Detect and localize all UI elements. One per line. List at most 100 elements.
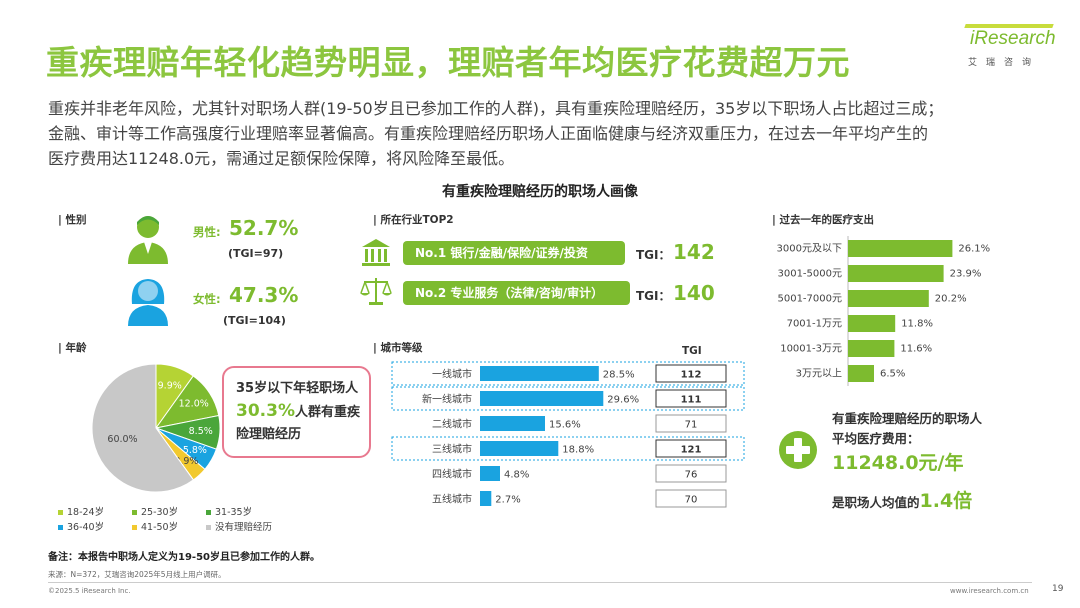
industry-tgi-value: 140 <box>673 281 715 305</box>
legend-label: 18-24岁 <box>67 507 105 518</box>
highlight-frame <box>391 361 745 386</box>
expense-bar <box>848 265 944 282</box>
expense-bar <box>848 290 929 307</box>
tgi-box <box>655 389 727 408</box>
plus-circle-icon <box>779 431 817 469</box>
tgi-value: 76 <box>685 470 698 481</box>
pie-slice-label: 9.9% <box>158 380 182 391</box>
site-url: www.iresearch.com.cn <box>950 587 1029 595</box>
female-label: 女性: <box>193 292 221 306</box>
age-section-label: | 年龄 <box>58 342 87 354</box>
male-icon <box>128 216 168 264</box>
age-callout: 35岁以下年轻职场人 30.3%人群有重疾 险理赔经历 <box>222 366 371 458</box>
expense-category-label: 10001-3万元 <box>780 344 842 355</box>
callout-line: 险理赔经历 <box>236 427 302 442</box>
legend-item: 25-30岁 <box>132 504 178 518</box>
expense-value-label: 11.8% <box>901 319 933 330</box>
city-value-label: 18.8% <box>562 445 594 456</box>
tgi-value: 111 <box>681 395 702 406</box>
expense-bar <box>848 240 953 257</box>
gender-section-label: | 性别 <box>58 214 87 226</box>
male-tgi: (TGI=97) <box>228 247 284 260</box>
expense-category-label: 3001-5000元 <box>777 269 842 280</box>
city-bar <box>480 416 545 431</box>
city-category-label: 三线城市 <box>432 443 472 456</box>
legend-label: 36-40岁 <box>67 522 105 533</box>
legend-item: 31-35岁 <box>206 504 252 518</box>
tgi-box <box>655 439 727 458</box>
city-bar-chart: 一线城市 28.5% 112 新一线城市 29.6% 111 二线城市 15.6% 71 三线城市… <box>391 361 745 508</box>
city-bar <box>480 466 500 481</box>
expense-value-label: 23.9% <box>950 269 982 280</box>
intro-line: 重疾并非老年风险，尤其针对职场人群(19-50岁且已参加工作的人群)，具有重疾险… <box>48 99 944 118</box>
expense-section-label: | 过去一年的医疗支出 <box>772 214 874 226</box>
pie-slice <box>91 363 195 493</box>
tgi-box <box>655 414 727 433</box>
legend-swatch <box>132 525 137 530</box>
expense-category-label: 3000元及以下 <box>777 243 842 255</box>
average-line1: 有重疾险理赔经历的职场人 <box>832 411 983 426</box>
city-section-label: | 城市等级 <box>373 342 423 354</box>
average-multiple: 1.4倍 <box>919 490 973 512</box>
footnote: 备注：本报告中职场人定义为19-50岁且已参加工作的人群。 <box>48 552 320 563</box>
expense-value-label: 6.5% <box>880 369 905 380</box>
industry-item-2: No.2 专业服务（法律/咨询/审计） <box>403 281 630 305</box>
female-value: 47.3% <box>229 283 299 307</box>
tgi-value: 112 <box>681 370 702 381</box>
expense-category-label: 3万元以上 <box>796 368 842 380</box>
expense-bar <box>848 365 874 382</box>
source-note: 来源：N=372，艾瑞咨询2025年5月线上用户调研。 <box>48 570 226 579</box>
highlight-frame <box>391 386 745 411</box>
legend-swatch <box>206 510 211 515</box>
city-category-label: 一线城市 <box>432 368 472 381</box>
highlight-frame <box>391 436 745 461</box>
average-line3-text: 是职场人均值的 <box>832 495 920 510</box>
legend-label: 没有理赔经历 <box>215 522 273 533</box>
bank-icon <box>362 239 390 266</box>
industry-tgi-label: TGI： <box>636 248 671 262</box>
expense-bar-chart: 3000元及以下 26.1% 3001-5000元 23.9% 5001-7000元 20… <box>777 236 990 386</box>
city-category-label: 二线城市 <box>432 418 472 431</box>
female-tgi: (TGI=104) <box>223 314 286 327</box>
city-value-label: 4.8% <box>504 470 529 481</box>
city-category-label: 新一线城市 <box>422 393 472 406</box>
legend-item: 41-50岁 <box>132 519 178 533</box>
footer-divider <box>48 582 1032 583</box>
legend-swatch <box>206 525 211 530</box>
female-icon <box>128 279 168 326</box>
logo-sub: 艾瑞咨询 <box>968 58 1041 68</box>
brand-logo: iResearch 艾瑞咨询 <box>962 22 1058 72</box>
intro-line: 医疗费用达11248.0元，需通过足额保险保障，将风险降至最低。 <box>48 149 515 168</box>
legend-swatch <box>132 510 137 515</box>
pie-slice-label: 3.9% <box>174 456 198 467</box>
copyright: ©2025.5 iResearch Inc. <box>48 587 131 595</box>
legend-swatch <box>58 510 63 515</box>
average-value: 11248.0元/年 <box>832 452 964 474</box>
industry-item-1: No.1 银行/金融/保险/证券/投资 <box>403 241 625 265</box>
pie-slice-label: 8.5% <box>189 426 213 437</box>
pie-slice-label: 5.8% <box>183 445 207 456</box>
industry-tgi-label: TGI： <box>636 289 671 303</box>
intro-text: 重疾并非老年风险，尤其针对职场人群(19-50岁且已参加工作的人群)，具有重疾险… <box>48 96 1048 171</box>
legend-label: 31-35岁 <box>215 507 253 518</box>
city-value-label: 2.7% <box>495 495 520 506</box>
pie-slice-label: 12.0% <box>179 399 209 410</box>
legend-item: 36-40岁 <box>58 519 104 533</box>
city-value-label: 15.6% <box>549 420 581 431</box>
tgi-box <box>655 364 727 383</box>
city-tgi-header: TGI <box>682 345 702 357</box>
legend-label: 25-30岁 <box>141 507 179 518</box>
average-line3: 是职场人均值的1.4倍 <box>832 486 972 513</box>
legend-item: 没有理赔经历 <box>206 519 272 533</box>
expense-category-label: 7001-1万元 <box>787 319 842 330</box>
page-number: 19 <box>1052 584 1064 594</box>
industry-tgi-value: 142 <box>673 240 715 264</box>
expense-bar <box>848 315 896 332</box>
city-bar <box>480 441 559 456</box>
scales-icon <box>360 278 392 305</box>
industry-section-label: | 所在行业TOP2 <box>373 214 454 226</box>
expense-value-label: 26.1% <box>958 244 990 255</box>
page-title: 重疾理赔年轻化趋势明显，理赔者年均医疗花费超万元 <box>46 43 850 82</box>
age-pie-chart: 9.9% 12.0% 8.5% 5.8%3.9% 60.0% <box>91 363 221 493</box>
average-line2: 平均医疗费用： <box>832 431 920 446</box>
